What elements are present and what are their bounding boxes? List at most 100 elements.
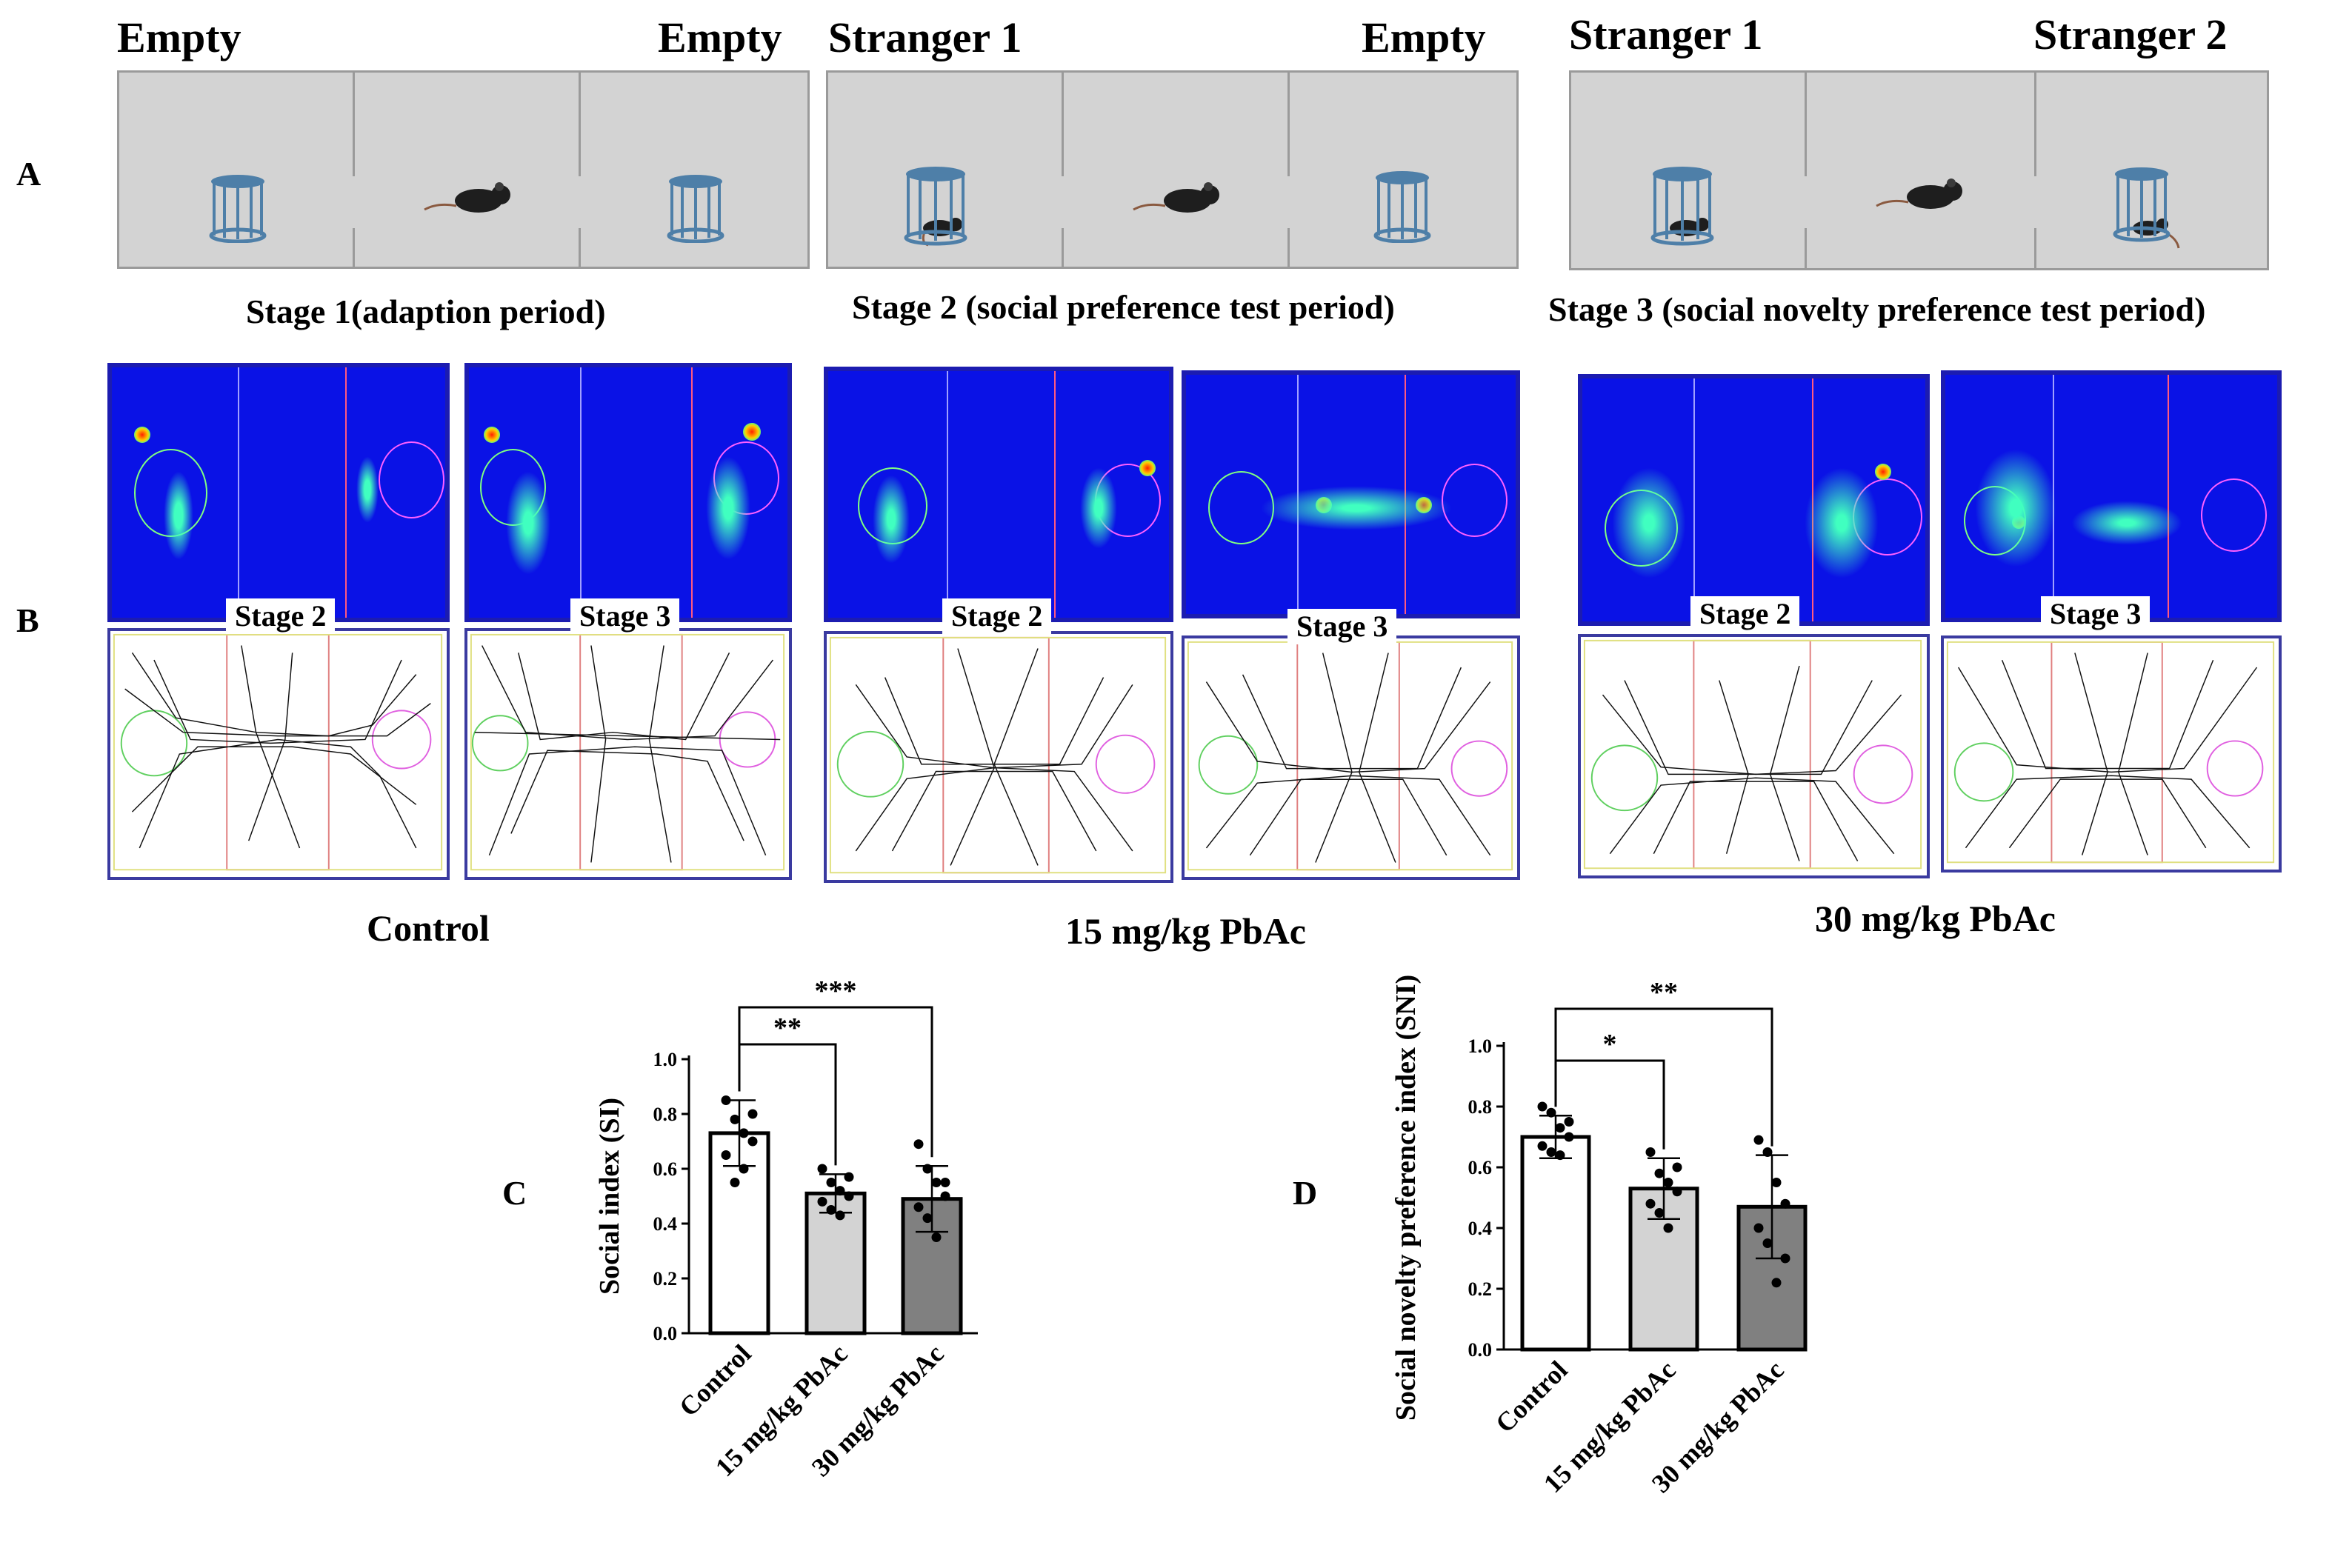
- data-point: [913, 1139, 924, 1150]
- y-axis-label: Social novelty preference index (SNI): [1390, 975, 1422, 1421]
- bar-0: [1520, 1135, 1591, 1352]
- data-point: [721, 1150, 731, 1160]
- data-point: [1672, 1187, 1682, 1197]
- tag-control-stage3: Stage 3: [570, 598, 680, 634]
- track-30mg-stage3: [1941, 635, 2282, 873]
- arena3-left-label: Stranger 1: [1569, 10, 1763, 59]
- panel-a-letter: A: [16, 155, 41, 193]
- data-point: [1564, 1132, 1574, 1142]
- y-tick-label: 0.4: [1468, 1218, 1493, 1239]
- data-point: [1537, 1101, 1548, 1112]
- arena3-caption: Stage 3 (social novelty preference test …: [1548, 290, 2206, 328]
- data-point: [1555, 1123, 1565, 1133]
- arena1-right-label: Empty: [658, 13, 782, 61]
- data-point: [844, 1191, 854, 1201]
- data-point: [1672, 1162, 1682, 1172]
- arena1-left-label: Empty: [117, 13, 241, 61]
- track-15mg-stage3: [1182, 635, 1520, 880]
- data-point: [922, 1164, 933, 1174]
- track-30mg-stage2: [1578, 634, 1930, 878]
- arena2-mouse-icon: [1133, 182, 1219, 213]
- heatmap-15mg-stage3: [1182, 370, 1520, 618]
- data-point: [913, 1202, 924, 1212]
- y-tick-label: 0.0: [653, 1323, 678, 1344]
- arena3-diagram: [1569, 70, 2269, 270]
- data-point: [1663, 1223, 1673, 1233]
- data-point: [747, 1109, 758, 1119]
- data-point: [817, 1164, 827, 1174]
- data-point: [940, 1178, 950, 1187]
- significance-bracket: [1554, 1007, 1773, 1147]
- data-point: [739, 1164, 749, 1174]
- tag-30mg-stage2: Stage 2: [1690, 596, 1800, 632]
- arena1-left-cage-icon: [209, 175, 267, 243]
- data-point: [730, 1114, 740, 1124]
- data-point: [1663, 1178, 1673, 1187]
- arena3-left-cage-icon: [1650, 167, 1714, 246]
- y-axis-label: Social index (SI): [594, 1098, 625, 1295]
- arena3-right-label: Stranger 2: [2033, 10, 2228, 59]
- arena3-mouse-icon: [1876, 179, 1962, 209]
- arena2-right-label: Empty: [1362, 13, 1486, 61]
- data-point: [1654, 1168, 1665, 1178]
- y-tick-label: 1.0: [653, 1049, 678, 1070]
- track-control-stage3: [464, 628, 792, 880]
- group-label-30mg: 30 mg/kg PbAc: [1815, 898, 2056, 939]
- data-point: [931, 1232, 942, 1242]
- y-tick-label: 1.0: [1468, 1035, 1493, 1057]
- data-point: [739, 1128, 749, 1138]
- group-label-control: Control: [367, 907, 490, 949]
- significance-label: *: [1603, 1029, 1617, 1060]
- heatmap-15mg-stage2: [824, 367, 1173, 622]
- y-tick-label: 0.2: [1468, 1278, 1493, 1300]
- heatmap-30mg-stage3: [1941, 370, 2282, 622]
- tag-control-stage2: Stage 2: [226, 598, 336, 634]
- panel-b-letter: B: [16, 601, 39, 639]
- tag-30mg-stage3: Stage 3: [2041, 596, 2151, 632]
- chart-social-novelty-index: 0.0 0.2 0.4 0.6 0.8 1.0 Social novelty prefere…: [1390, 975, 1808, 1498]
- data-point: [1654, 1208, 1665, 1218]
- data-point: [1546, 1107, 1556, 1118]
- significance-bracket: [738, 1006, 933, 1158]
- data-point: [1762, 1147, 1773, 1157]
- arena1-diagram: [117, 70, 810, 269]
- data-point: [940, 1191, 950, 1201]
- heatmap-control-stage2: [107, 363, 450, 622]
- data-point: [1771, 1278, 1782, 1288]
- y-tick-label: 0.0: [1468, 1339, 1493, 1361]
- data-point: [922, 1213, 933, 1224]
- heatmap-control-stage3: [464, 363, 792, 622]
- arena2-left-label: Stranger 1: [828, 13, 1022, 61]
- x-category-label: Control: [673, 1338, 757, 1422]
- panel-c-letter: C: [502, 1174, 527, 1212]
- group-label-15mg: 15 mg/kg PbAc: [1065, 910, 1306, 952]
- data-point: [817, 1196, 827, 1207]
- data-point: [1564, 1117, 1574, 1127]
- significance-label: **: [773, 1012, 802, 1044]
- y-tick-label: 0.8: [1468, 1096, 1493, 1118]
- y-tick-label: 0.8: [653, 1104, 678, 1125]
- data-point: [1645, 1147, 1656, 1157]
- data-point: [721, 1095, 731, 1105]
- y-tick-label: 0.2: [653, 1268, 678, 1290]
- data-point: [931, 1178, 942, 1187]
- data-point: [730, 1178, 740, 1187]
- data-point: [835, 1210, 845, 1221]
- arena2-caption: Stage 2 (social preference test period): [852, 288, 1395, 326]
- data-point: [844, 1172, 854, 1182]
- data-point: [1753, 1223, 1764, 1233]
- track-control-stage2: [107, 628, 450, 880]
- x-category-label: Control: [1490, 1355, 1573, 1438]
- tag-15mg-stage2: Stage 2: [942, 598, 1052, 634]
- arena1-right-cage-icon: [667, 175, 724, 243]
- data-point: [1645, 1198, 1656, 1209]
- data-point: [1762, 1238, 1773, 1248]
- arena3-right-cage-icon: [2113, 167, 2180, 249]
- track-15mg-stage2: [824, 631, 1173, 883]
- data-point: [1753, 1135, 1764, 1145]
- data-point: [1537, 1141, 1548, 1151]
- arena2-right-cage-icon: [1373, 171, 1431, 243]
- arena2-left-cage-icon: [904, 167, 967, 247]
- data-point: [1780, 1253, 1790, 1264]
- y-tick-label: 0.4: [653, 1213, 678, 1235]
